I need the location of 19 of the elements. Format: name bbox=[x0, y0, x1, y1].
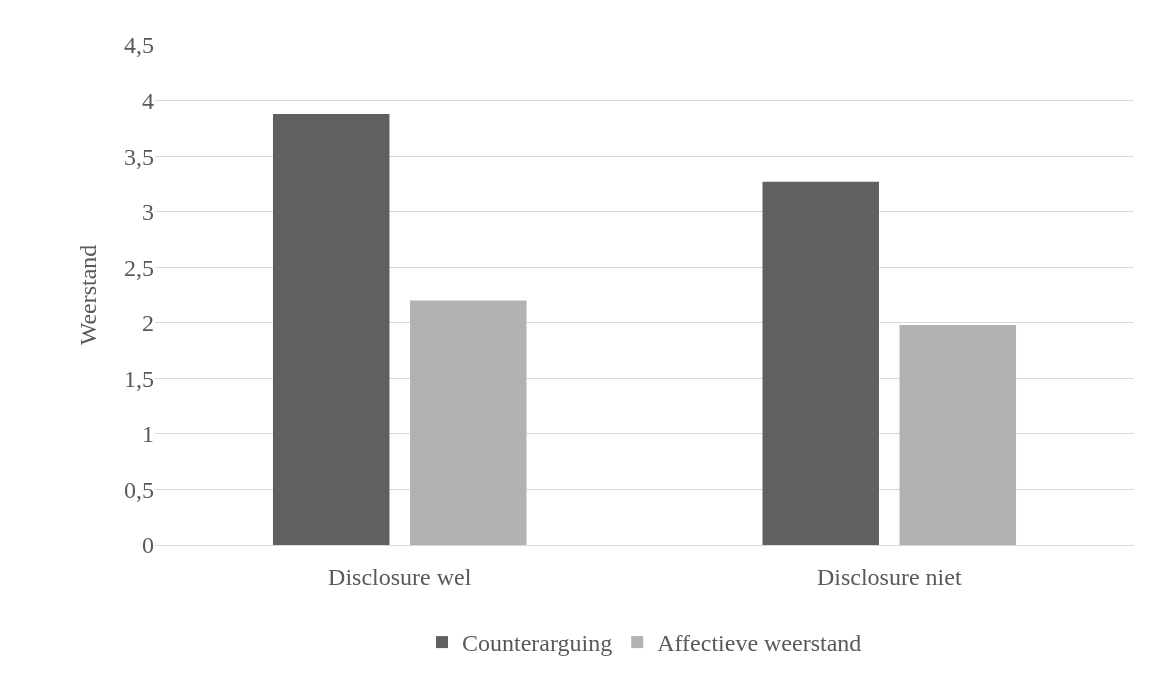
y-tick-label: 2,5 bbox=[124, 254, 154, 281]
bar bbox=[272, 113, 390, 545]
y-tick-label: 0,5 bbox=[124, 476, 154, 503]
y-tick-label: 1 bbox=[142, 421, 154, 448]
bar bbox=[410, 300, 527, 545]
y-tick-label: 4,5 bbox=[124, 32, 154, 59]
legend-label: Counterarguing bbox=[462, 630, 613, 657]
y-tick-label: 0 bbox=[142, 532, 154, 559]
y-tick-label: 2 bbox=[142, 310, 154, 337]
x-tick-label: Disclosure niet bbox=[816, 563, 962, 590]
bar bbox=[899, 325, 1017, 545]
legend-label: Affectieve weerstand bbox=[657, 630, 862, 657]
y-axis-title: Weerstand bbox=[75, 244, 102, 346]
y-tick-label: 3,5 bbox=[124, 143, 154, 170]
x-tick-label: Disclosure wel bbox=[328, 563, 472, 590]
y-tick-label: 3 bbox=[142, 199, 154, 226]
bar bbox=[762, 181, 879, 545]
y-tick-label: 4 bbox=[142, 87, 154, 114]
y-tick-label: 1,5 bbox=[124, 365, 154, 392]
